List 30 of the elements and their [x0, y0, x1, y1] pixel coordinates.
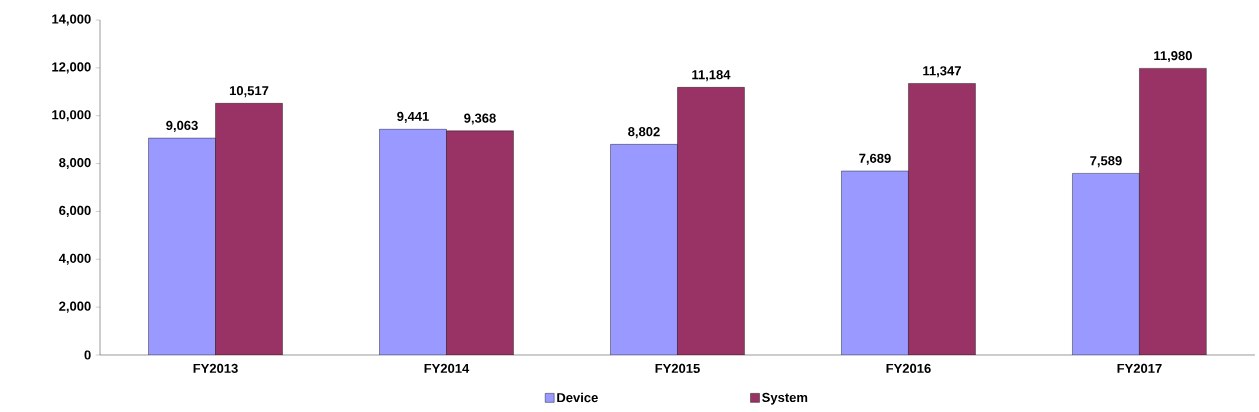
y-tick-label: 2,000: [59, 301, 91, 313]
legend-label: Device: [557, 392, 598, 403]
data-label: 11,347: [923, 66, 961, 78]
y-tick-label: 12,000: [52, 62, 91, 74]
data-label: 7,589: [1090, 156, 1122, 168]
x-tick-label: FY2017: [1117, 363, 1162, 373]
bar: [1139, 68, 1207, 355]
y-tick-label: 14,000: [52, 14, 91, 26]
legend-label: System: [762, 392, 808, 405]
data-label: 9,063: [166, 120, 198, 132]
data-label: 10,517: [229, 86, 269, 98]
y-tick-label: 10,000: [52, 110, 91, 122]
x-tick-label: FY2014: [424, 363, 470, 373]
data-label: 7,689: [859, 153, 891, 165]
data-label: 11,184: [692, 70, 731, 82]
data-label: 9,441: [397, 111, 429, 123]
bar: [908, 83, 976, 355]
y-tick-label: 4,000: [58, 253, 91, 265]
y-tick-label: 6,000: [59, 205, 91, 217]
data-label: 8,802: [628, 127, 660, 139]
x-tick-label: FY2016: [886, 363, 931, 373]
data-label: 9,368: [464, 113, 496, 125]
bar: [215, 103, 283, 355]
x-tick-label: FY2015: [655, 363, 700, 373]
y-tick-label: 0: [84, 350, 91, 360]
x-tick-label: FY2013: [193, 363, 238, 373]
bar: [446, 130, 514, 355]
data-label: 11,980: [1154, 51, 1192, 63]
y-tick-label: 8,000: [59, 158, 91, 170]
bar: [677, 87, 745, 355]
